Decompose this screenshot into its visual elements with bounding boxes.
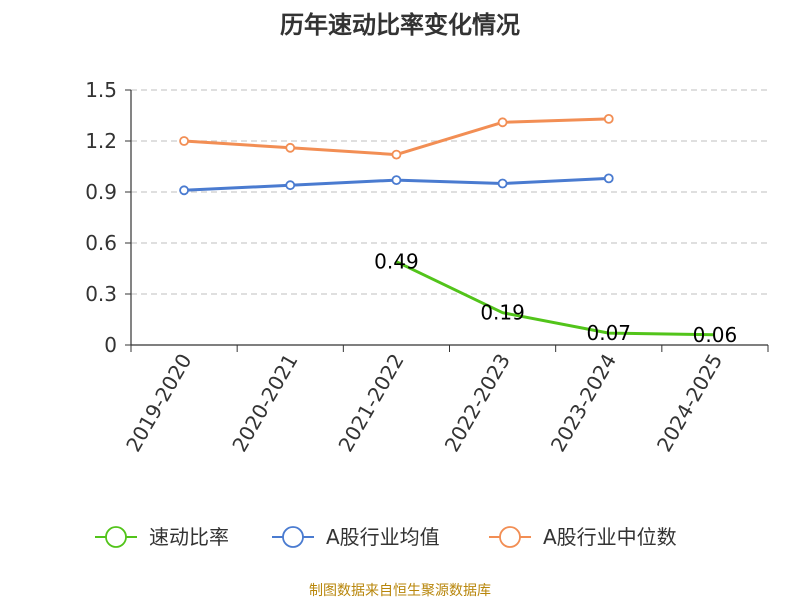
x-tick-label: 2020-2021 (227, 350, 302, 456)
y-tick-label: 0.9 (85, 180, 117, 204)
x-tick-label: 2022-2023 (440, 350, 515, 456)
y-tick-label: 1.2 (85, 129, 117, 153)
data-point (179, 136, 189, 146)
x-tick-label: 2019-2020 (121, 350, 196, 456)
data-point (285, 142, 296, 153)
data-point (179, 185, 189, 196)
legend-label: A股行业均值 (326, 525, 440, 549)
series-line-2 (184, 117, 609, 157)
legend-label: A股行业中位数 (543, 525, 677, 549)
legend-swatch-marker (499, 526, 521, 548)
source-note: 制图数据来自恒生聚源数据库 (309, 583, 491, 599)
legend-item-1[interactable]: A股行业均值 (272, 525, 440, 549)
y-tick-label: 0.3 (85, 282, 117, 306)
legend-swatch-marker (105, 526, 127, 548)
legend-swatch-marker (282, 526, 304, 548)
data-point (391, 175, 402, 186)
chart-title: 历年速动比率变化情况 (280, 11, 520, 39)
series-line-0 (395, 260, 715, 337)
data-label: 0.06 (693, 323, 738, 347)
legend-item-0[interactable]: 速动比率 (95, 525, 229, 549)
data-labels: 0.49 0.19 0.07 0.06 (374, 250, 737, 347)
y-axis-ticks: 0 0.3 0.6 0.9 1.2 1.5 (85, 78, 131, 357)
x-tick-label: 2021-2022 (333, 349, 408, 455)
data-point (603, 173, 614, 184)
data-point (497, 117, 508, 128)
y-tick-label: 0 (104, 333, 117, 357)
y-tick-label: 1.5 (85, 78, 117, 102)
data-label: 0.19 (480, 301, 525, 325)
data-point (603, 114, 614, 124)
grid (131, 89, 768, 295)
y-tick-label: 0.6 (85, 231, 117, 255)
data-label: 0.49 (374, 250, 419, 274)
x-tick-label: 2023-2024 (546, 350, 621, 456)
series (179, 114, 715, 337)
legend-label: 速动比率 (149, 525, 229, 549)
data-label: 0.07 (586, 321, 631, 345)
axes (130, 90, 768, 346)
x-tick-label: 2024-2025 (652, 350, 727, 456)
data-point (497, 178, 508, 189)
legend[interactable]: 速动比率 A股行业均值 A股行业中位数 (95, 525, 677, 549)
data-point (391, 149, 402, 160)
data-point (285, 180, 296, 191)
x-axis-ticks: 2019-2020 2020-2021 2021-2022 2022-2023 2023… (121, 345, 769, 456)
legend-item-2[interactable]: A股行业中位数 (489, 525, 677, 549)
